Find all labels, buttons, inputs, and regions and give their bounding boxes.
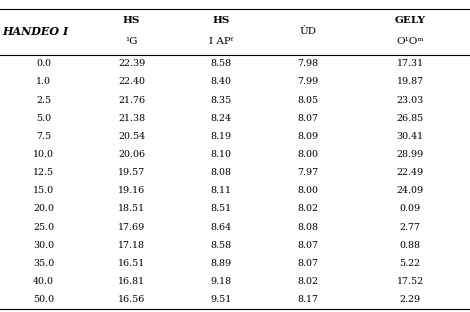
Text: 17.31: 17.31 xyxy=(397,59,423,68)
Text: 28.99: 28.99 xyxy=(397,150,423,159)
Text: 17.18: 17.18 xyxy=(118,241,145,250)
Text: 25.0: 25.0 xyxy=(33,223,54,232)
Text: 8.24: 8.24 xyxy=(211,114,231,123)
Text: 8.51: 8.51 xyxy=(211,204,231,213)
Text: 24.09: 24.09 xyxy=(397,186,423,195)
Text: 20.54: 20.54 xyxy=(118,132,145,141)
Text: 2.29: 2.29 xyxy=(400,295,421,304)
Text: 8.11: 8.11 xyxy=(211,186,231,195)
Text: 5.22: 5.22 xyxy=(400,259,421,268)
Text: 50.0: 50.0 xyxy=(33,295,54,304)
Text: O¹Oᵐ: O¹Oᵐ xyxy=(396,37,424,46)
Text: 2.77: 2.77 xyxy=(400,223,421,232)
Text: 8.00: 8.00 xyxy=(298,150,318,159)
Text: 7.97: 7.97 xyxy=(298,168,318,177)
Text: I APᶠ: I APᶠ xyxy=(209,37,233,46)
Text: 17.69: 17.69 xyxy=(118,223,145,232)
Text: 8.09: 8.09 xyxy=(298,132,318,141)
Text: 19.87: 19.87 xyxy=(397,77,423,86)
Text: 8.02: 8.02 xyxy=(298,277,318,286)
Text: 5.0: 5.0 xyxy=(36,114,51,123)
Text: 22.49: 22.49 xyxy=(397,168,423,177)
Text: 0.0: 0.0 xyxy=(36,59,51,68)
Text: 8.89: 8.89 xyxy=(211,259,231,268)
Text: HS: HS xyxy=(212,16,229,25)
Text: 19.16: 19.16 xyxy=(118,186,145,195)
Text: 2.5: 2.5 xyxy=(36,95,51,105)
Text: 15.0: 15.0 xyxy=(33,186,54,195)
Text: 20.06: 20.06 xyxy=(118,150,145,159)
Text: 30.0: 30.0 xyxy=(33,241,54,250)
Text: HS: HS xyxy=(123,16,140,25)
Text: HANDEO I: HANDEO I xyxy=(2,27,69,37)
Text: 8.10: 8.10 xyxy=(211,150,231,159)
Text: 21.76: 21.76 xyxy=(118,95,145,105)
Text: GELY: GELY xyxy=(395,16,425,25)
Text: ÙD: ÙD xyxy=(299,27,316,37)
Text: 16.56: 16.56 xyxy=(118,295,145,304)
Text: 8.07: 8.07 xyxy=(298,114,318,123)
Text: 1.0: 1.0 xyxy=(36,77,51,86)
Text: 8.35: 8.35 xyxy=(210,95,232,105)
Text: 18.51: 18.51 xyxy=(118,204,145,213)
Text: 0.09: 0.09 xyxy=(400,204,421,213)
Text: 9.51: 9.51 xyxy=(210,295,232,304)
Text: 35.0: 35.0 xyxy=(33,259,54,268)
Text: 8.07: 8.07 xyxy=(298,259,318,268)
Text: 17.52: 17.52 xyxy=(397,277,423,286)
Text: 16.51: 16.51 xyxy=(118,259,145,268)
Text: 8.58: 8.58 xyxy=(211,59,231,68)
Text: 22.40: 22.40 xyxy=(118,77,145,86)
Text: 23.03: 23.03 xyxy=(397,95,423,105)
Text: 40.0: 40.0 xyxy=(33,277,54,286)
Text: 12.5: 12.5 xyxy=(33,168,54,177)
Text: 8.08: 8.08 xyxy=(298,223,318,232)
Text: 19.57: 19.57 xyxy=(118,168,145,177)
Text: 26.85: 26.85 xyxy=(397,114,423,123)
Text: 22.39: 22.39 xyxy=(118,59,145,68)
Text: 8.02: 8.02 xyxy=(298,204,318,213)
Text: 0.88: 0.88 xyxy=(400,241,421,250)
Text: 16.81: 16.81 xyxy=(118,277,145,286)
Text: ¹G: ¹G xyxy=(125,37,138,46)
Text: 7.5: 7.5 xyxy=(36,132,51,141)
Text: 7.98: 7.98 xyxy=(298,59,318,68)
Text: 8.58: 8.58 xyxy=(211,241,231,250)
Text: 7.99: 7.99 xyxy=(297,77,319,86)
Text: 21.38: 21.38 xyxy=(118,114,145,123)
Text: 8.08: 8.08 xyxy=(211,168,231,177)
Text: 8.64: 8.64 xyxy=(211,223,231,232)
Text: 8.05: 8.05 xyxy=(298,95,318,105)
Text: 20.0: 20.0 xyxy=(33,204,54,213)
Text: 9.18: 9.18 xyxy=(211,277,231,286)
Text: 8.17: 8.17 xyxy=(298,295,318,304)
Text: 30.41: 30.41 xyxy=(397,132,423,141)
Text: 8.07: 8.07 xyxy=(298,241,318,250)
Text: 8.19: 8.19 xyxy=(211,132,231,141)
Text: 10.0: 10.0 xyxy=(33,150,54,159)
Text: 8.40: 8.40 xyxy=(211,77,231,86)
Text: 8.00: 8.00 xyxy=(298,186,318,195)
